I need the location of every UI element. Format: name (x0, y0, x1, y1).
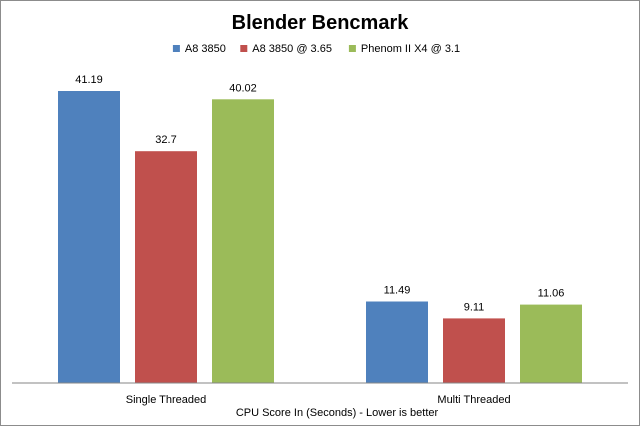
data-label: 11.49 (384, 285, 411, 297)
bars-group (58, 91, 582, 384)
data-label: 9.11 (464, 301, 485, 313)
legend-label-2: A8 3850 @ 3.65 (252, 43, 332, 55)
bar-2-multi (443, 318, 505, 383)
legend: A8 3850 A8 3850 @ 3.65 Phenom II X4 @ 3.1 (172, 43, 460, 55)
data-label: 32.7 (155, 134, 176, 146)
legend-label-1: A8 3850 (185, 43, 226, 55)
legend-swatch-3 (348, 45, 356, 52)
data-label: 11.06 (538, 288, 565, 300)
category-labels-group: Single Threaded Multi Threaded (126, 394, 511, 406)
bar-3-multi (520, 304, 582, 383)
legend-swatch-2 (240, 45, 248, 52)
bar-1-single (58, 91, 120, 383)
legend-swatch-1 (172, 45, 180, 52)
data-labels-group: 41.19 32.7 40.02 11.49 9.11 11.06 (75, 74, 564, 313)
bar-1-multi (366, 301, 428, 383)
data-label: 41.19 (75, 74, 103, 86)
x-axis-title: CPU Score In (Seconds) - Lower is better (236, 407, 439, 419)
category-label: Single Threaded (126, 394, 207, 406)
bar-2-single (135, 151, 197, 383)
legend-label-3: Phenom II X4 @ 3.1 (361, 43, 460, 55)
bar-3-single (212, 99, 274, 384)
category-label: Multi Threaded (437, 394, 510, 406)
chart-title: Blender Bencmark (232, 12, 410, 34)
data-label: 40.02 (229, 82, 257, 94)
